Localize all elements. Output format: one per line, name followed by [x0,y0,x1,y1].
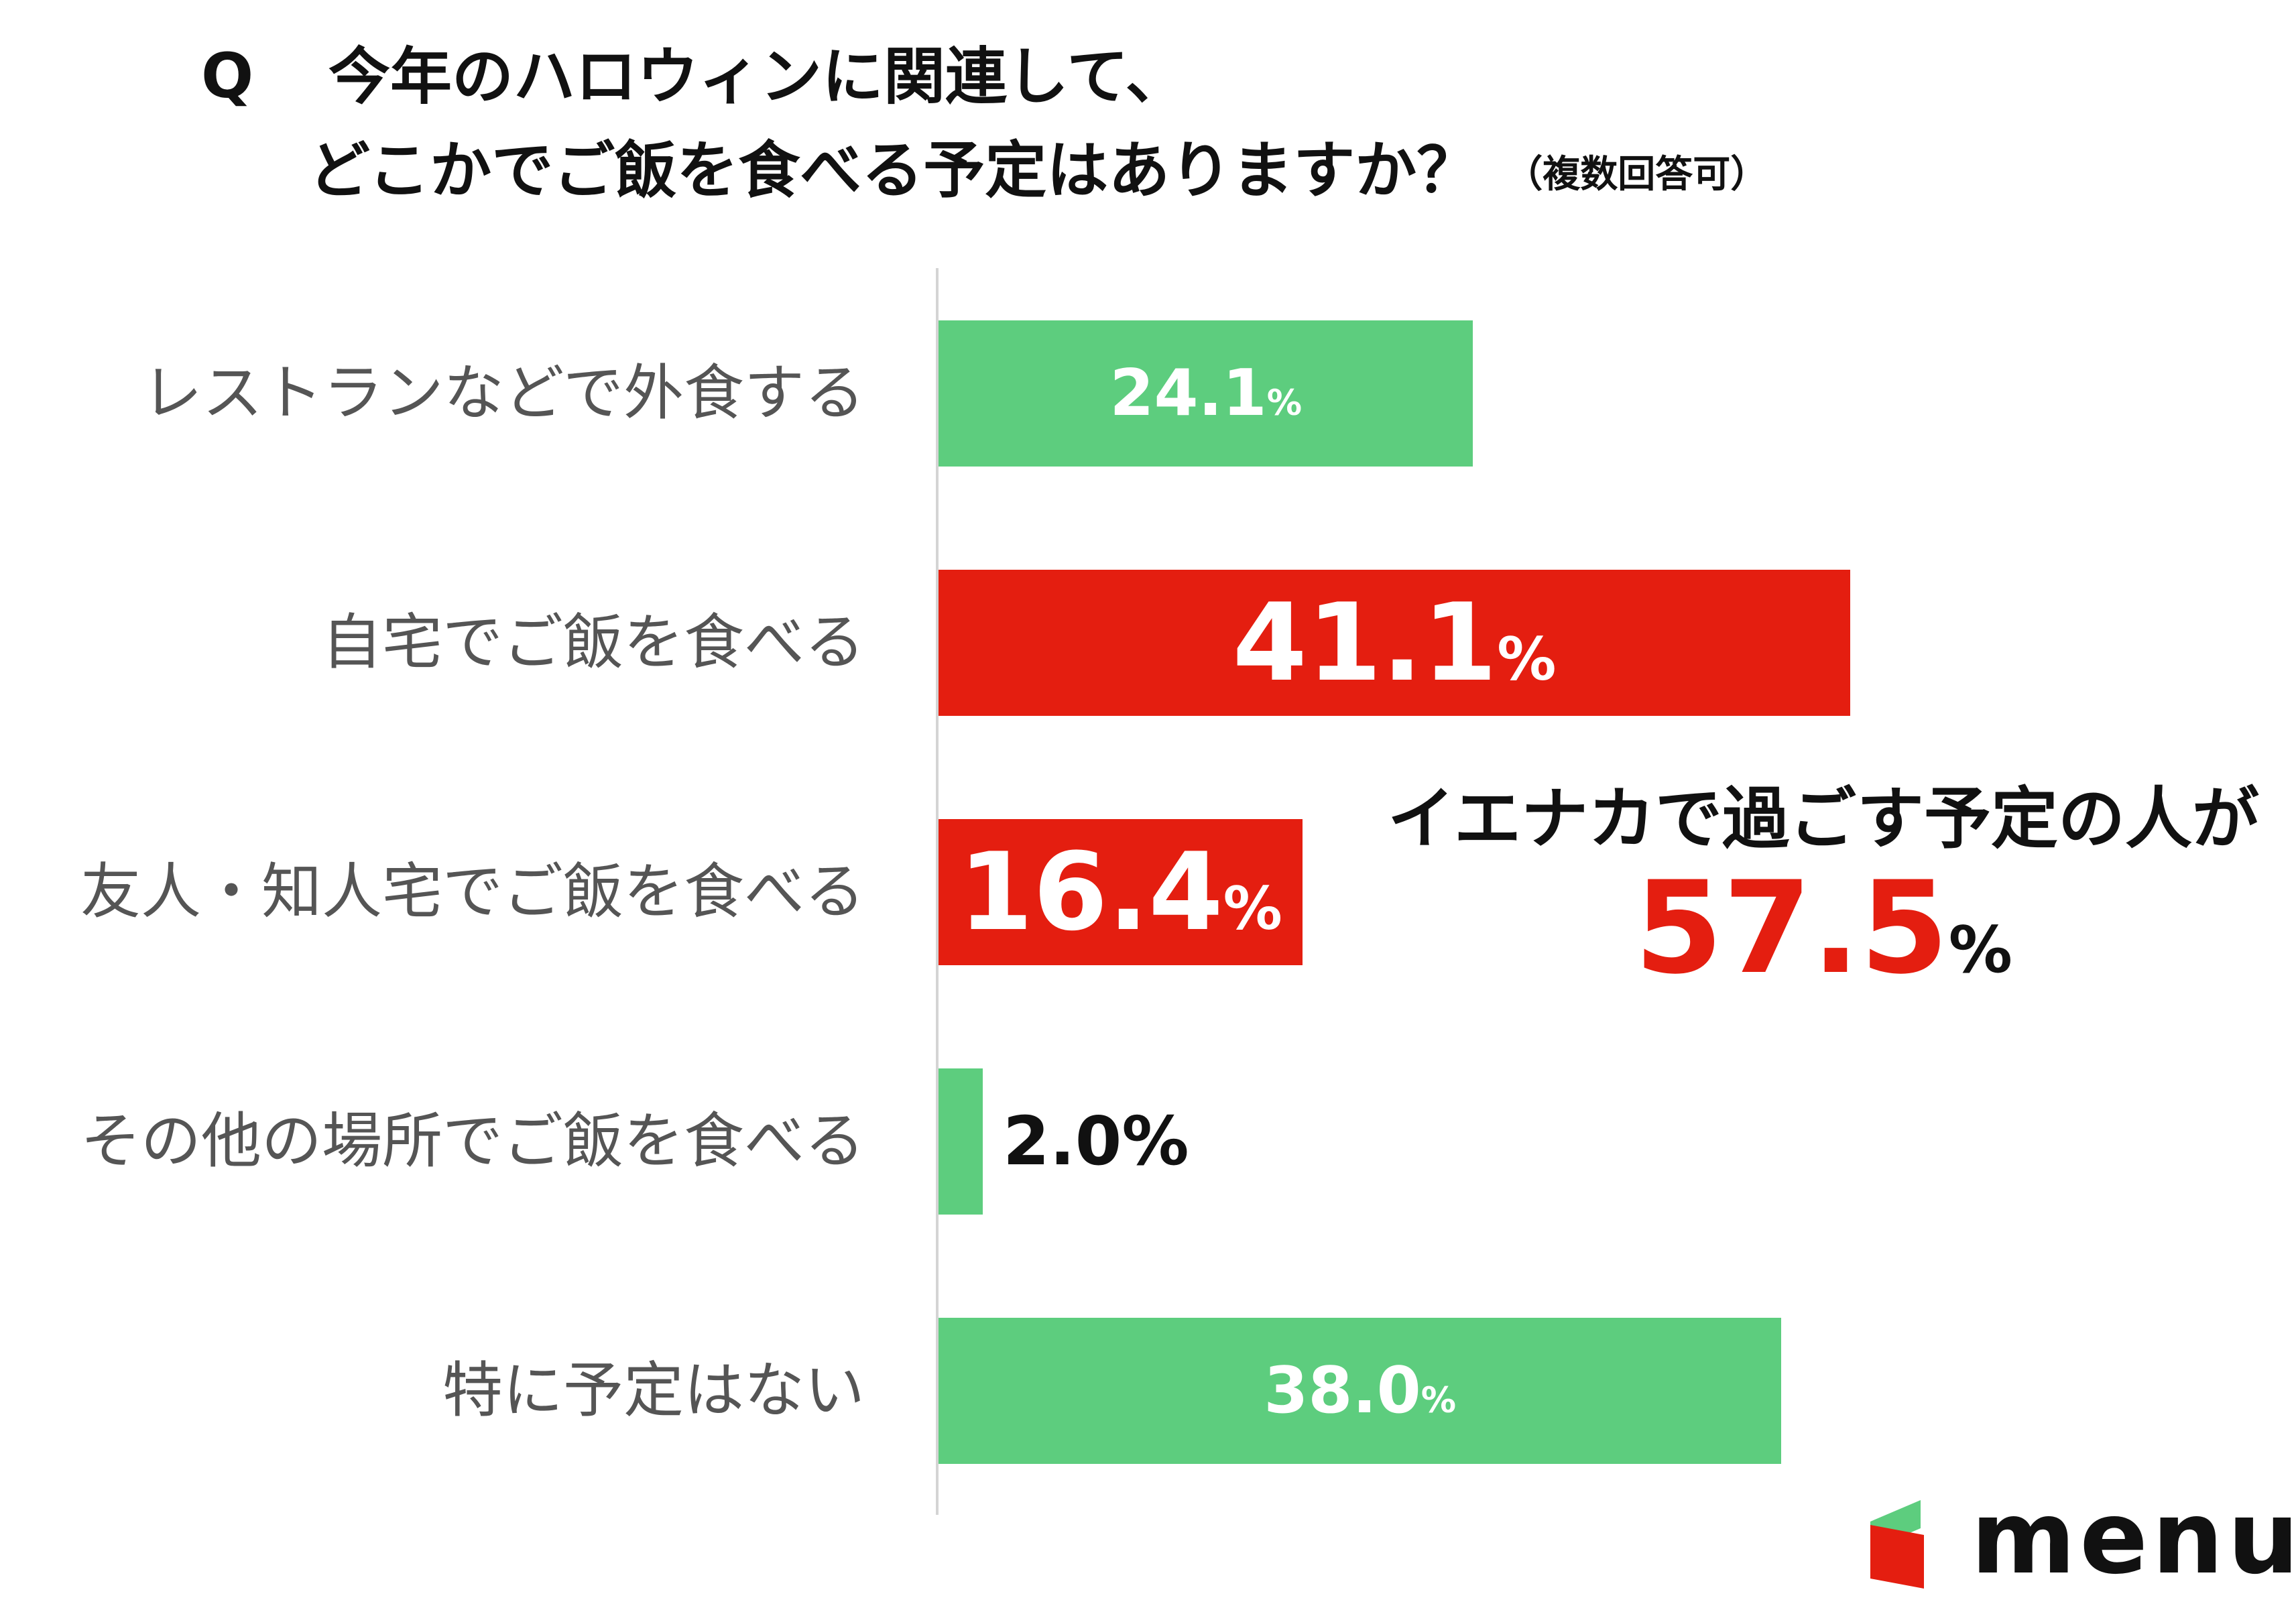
data-label: 2.0% [1003,1102,1189,1180]
callout-text: イエナカで過ごす予定の人が [1388,780,2259,858]
title-note: （複数回答可） [1505,153,1768,197]
data-label: 24.1% [1109,361,1303,426]
title-line-2: どこかでご飯を食べる予定はありますか？ （複数回答可） [308,134,1768,208]
y-axis-line [936,268,939,1515]
data-label-suffix: % [1223,874,1282,943]
data-label: 41.1% [1233,589,1557,696]
callout-value-number: 57.5 [1634,854,1949,1002]
category-label: 特に予定はない [442,1355,865,1426]
data-label-suffix: % [1421,1380,1457,1421]
bar: 38.0% [939,1318,1782,1464]
category-label: その他の場所でご飯を食べる [80,1106,865,1176]
bar: 16.4% [939,819,1303,965]
data-label-number: 41.1 [1232,580,1498,705]
callout-value-suffix: % [1948,914,2012,987]
bar: 41.1% [939,570,1850,716]
category-label: 友人・知人宅でご飯を食べる [80,857,865,927]
menu-logo: menu [1857,1488,2296,1589]
data-label-suffix: % [1497,625,1557,694]
callout-value: 57.5% [1381,865,2266,992]
data-label-number: 16.4 [958,829,1223,954]
title-line-1: 今年のハロウィンに関連して、 [328,41,1187,113]
bar: 24.1% [939,320,1473,467]
title-line-2-text: どこかでご飯を食べる予定はありますか？ [308,135,1479,206]
category-label: レストランなどで外食する [141,358,865,428]
data-label: 38.0% [1264,1359,1456,1423]
data-label-suffix: % [1266,383,1303,424]
data-label-number: 24.1 [1109,356,1267,430]
bar [939,1068,983,1215]
data-label: 16.4% [959,839,1282,946]
data-label-number: 38.0 [1264,1353,1421,1428]
logo-text: menu [1971,1480,2296,1597]
question-mark-label: Q [201,40,254,112]
category-label: 自宅でご飯を食べる [322,607,865,678]
menu-logo-icon [1870,1500,1924,1589]
